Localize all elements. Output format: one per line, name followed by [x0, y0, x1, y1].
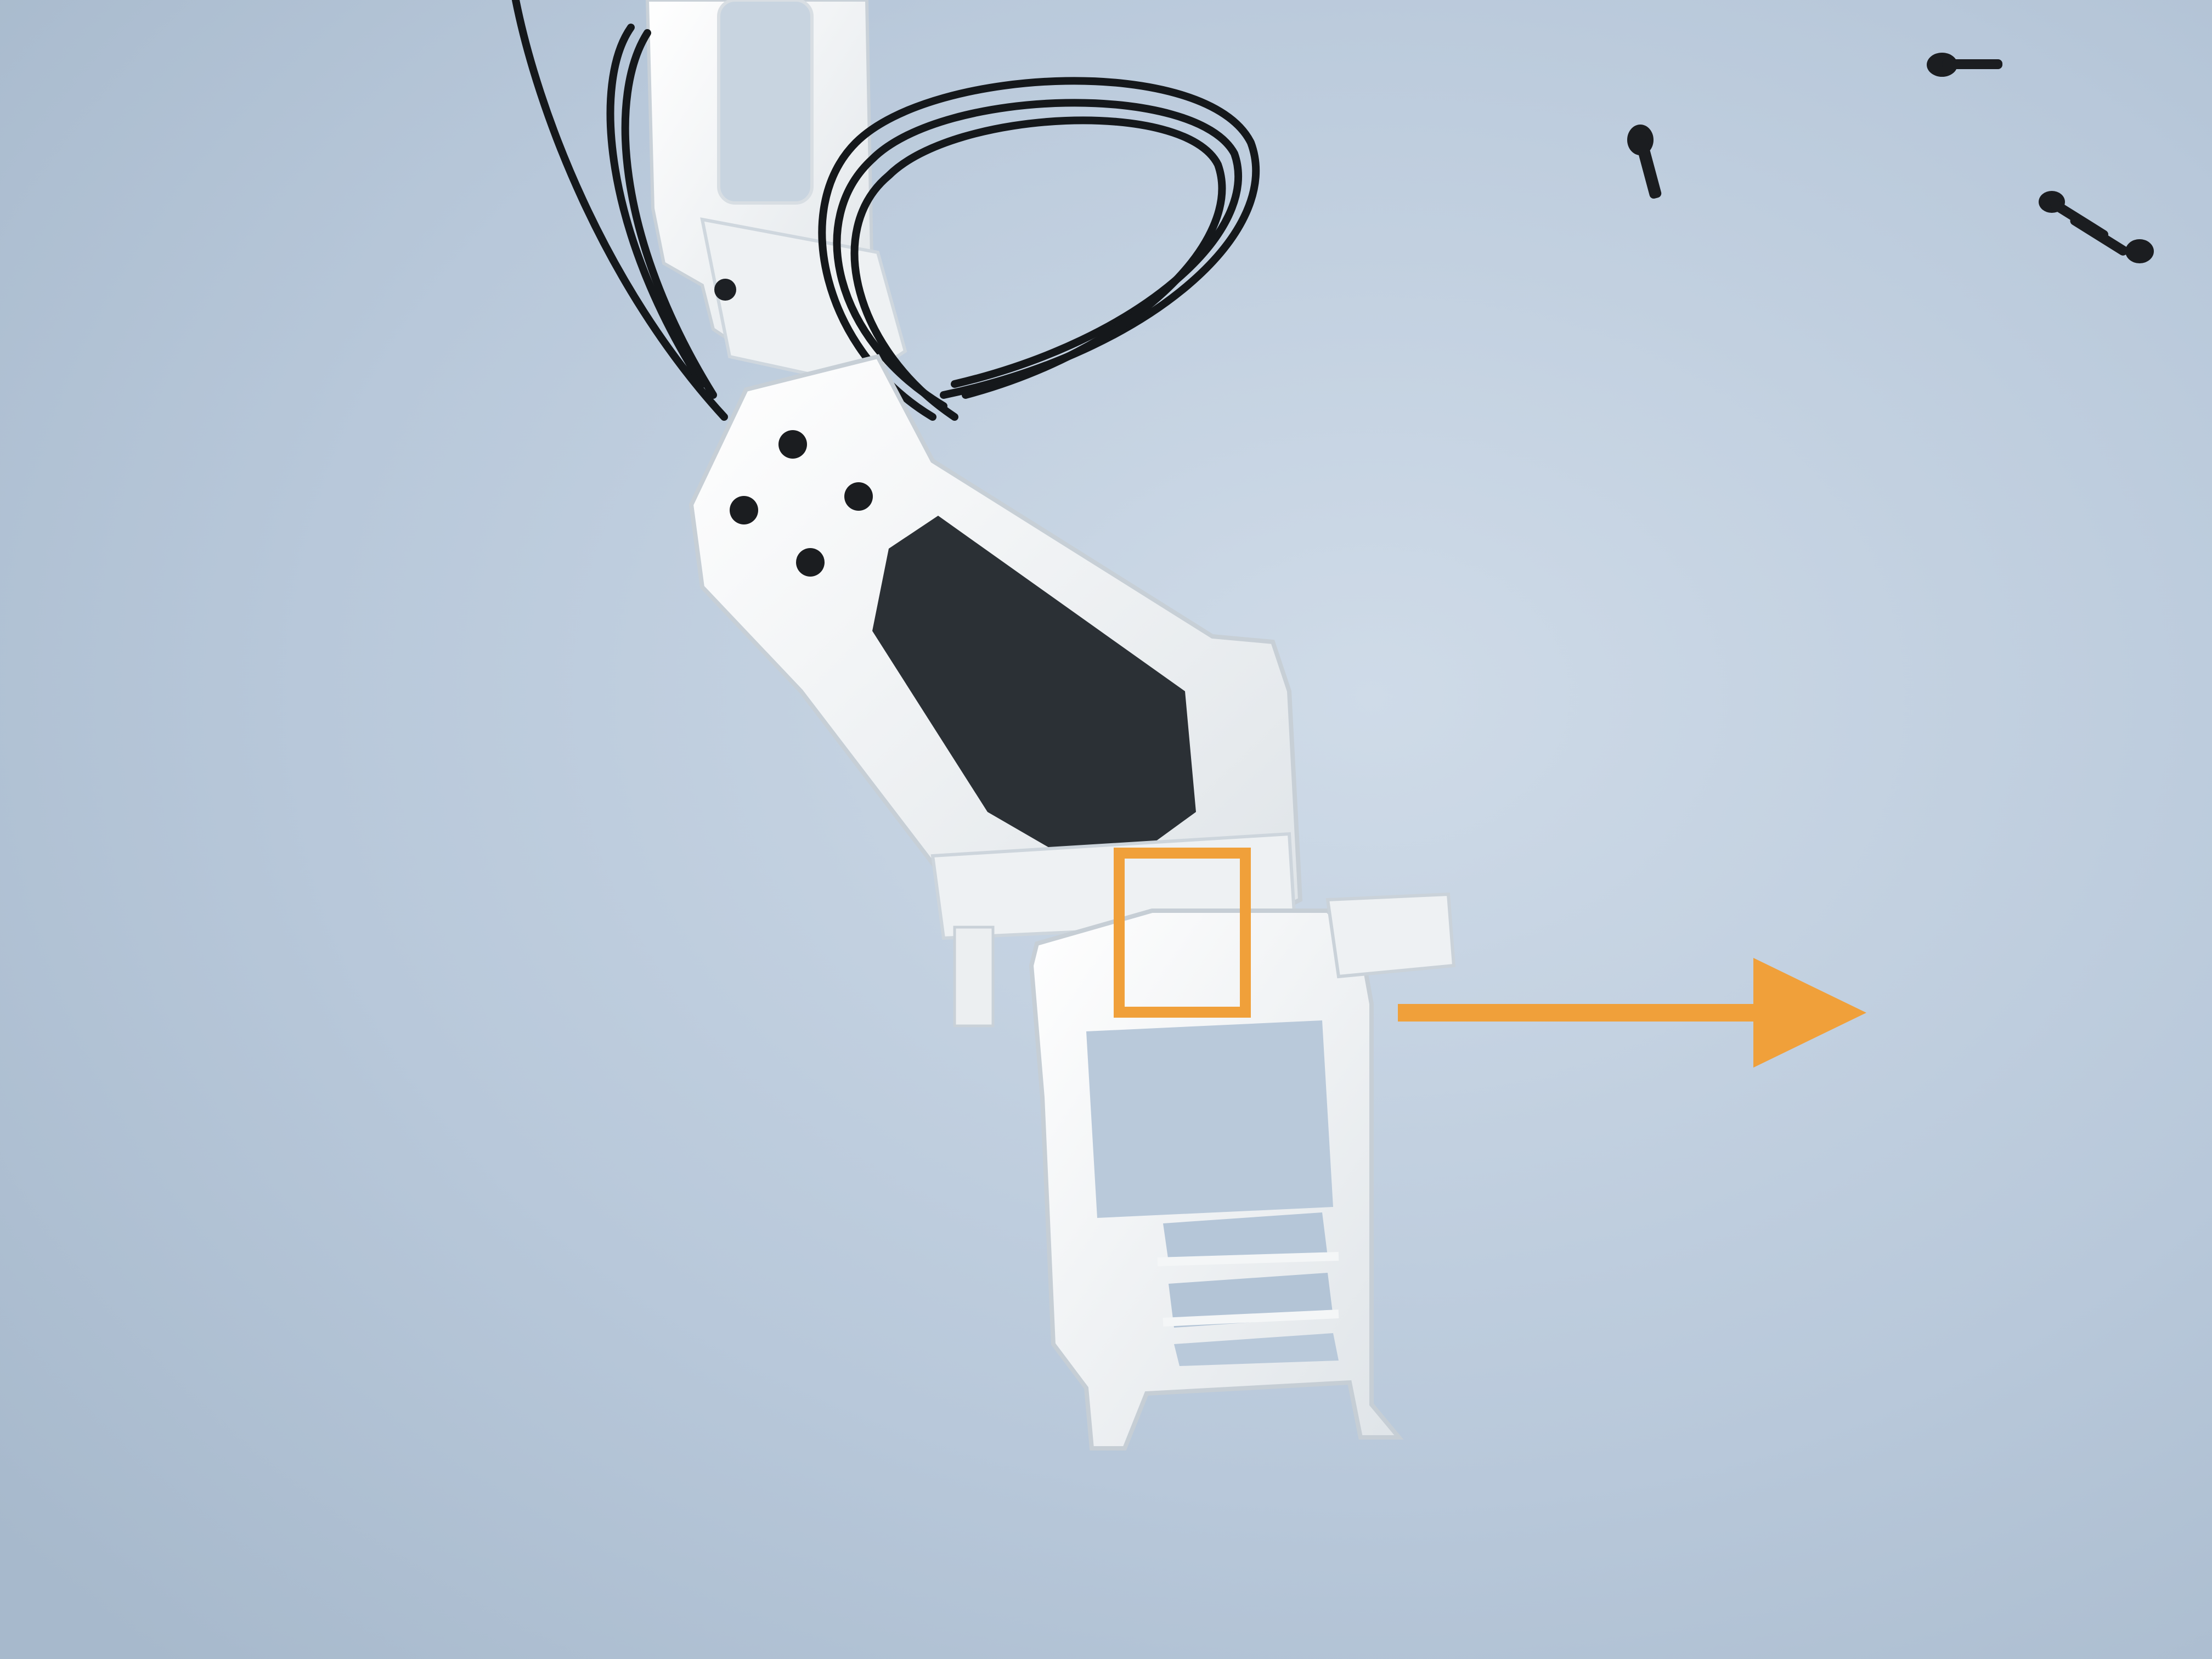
- screw: [2070, 216, 2154, 263]
- screw-head: [796, 548, 825, 577]
- loose-screws: [1627, 53, 2154, 263]
- screw-head: [730, 496, 758, 524]
- screw-head: [778, 430, 807, 459]
- screw-head: [844, 482, 873, 511]
- servo-cables: [512, 0, 1260, 739]
- lower-link-frame: [1029, 892, 1456, 1451]
- direction-arrow: [1398, 958, 1866, 1068]
- screw-head: [714, 279, 736, 301]
- screw: [1627, 125, 1662, 199]
- highlight-box: [1114, 848, 1251, 1018]
- screw: [1927, 53, 2002, 77]
